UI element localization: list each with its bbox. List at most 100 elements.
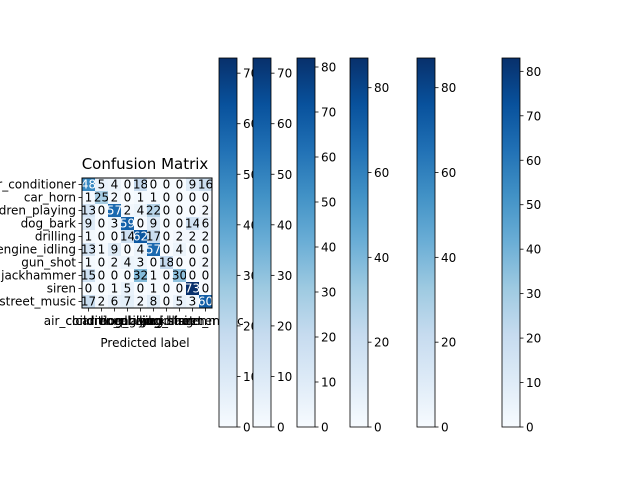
colorbar-tick-label: 30 [321,286,336,300]
cell-value-label: 3 [189,295,197,309]
colorbar-tick-label: 0 [441,421,449,435]
cell-value-label: 1 [85,230,93,244]
y-tick-label: street_music [0,295,76,309]
colorbar-tick-label: 40 [374,251,389,265]
cell-value-label: 2 [176,230,184,244]
cell-value-label: 1 [150,269,158,283]
cell-value-label: 0 [111,269,119,283]
colorbar-tick-label: 0 [243,421,251,435]
cell-value-label: 59 [120,217,135,231]
colorbar-tick-label: 60 [321,151,336,165]
cell-value-label: 9 [111,243,119,257]
colorbar-tick-label: 0 [374,421,382,435]
colorbar-tick-label: 40 [441,251,456,265]
colorbar-tick-label: 10 [277,370,292,384]
cell-value-label: 0 [150,178,158,192]
cell-value-label: 0 [98,282,106,296]
colorbar-gradient [417,58,435,427]
colorbar-tick-label: 60 [526,154,541,168]
x-tick-labels: air_conditionercar_hornchildren_playingd… [44,308,244,328]
colorbar-tick-label: 10 [321,376,336,390]
colorbar-tick-label: 30 [526,287,541,301]
cell-value-label: 7 [124,295,132,309]
cell-value-label: 0 [111,230,119,244]
colorbar-gradient [219,58,237,427]
cell-value-label: 17 [146,230,161,244]
colorbar-tick-label: 70 [526,109,541,123]
colorbar-gradient [502,58,520,427]
colorbar-tick-label: 40 [321,241,336,255]
cell-value-label: 4 [137,243,145,257]
colorbar-gradient [350,58,368,427]
cell-value-label: 5 [98,178,106,192]
colorbar: 01020304050607080 [502,58,541,435]
cell-value-label: 0 [176,217,184,231]
cell-value-label: 48 [81,178,96,192]
colorbar-gradient [297,58,315,427]
colorbar-tick-label: 30 [277,269,292,283]
cell-value-label: 4 [137,204,145,218]
cell-value-label: 4 [176,243,184,257]
cell-value-label: 0 [202,243,210,257]
colorbar-tick-label: 60 [277,117,292,131]
cell-value-label: 0 [189,191,197,205]
y-tick-label: gun_shot [21,256,76,270]
cell-value-label: 25 [94,191,109,205]
cell-value-label: 0 [202,191,210,205]
cell-value-label: 9 [189,178,197,192]
cell-value-label: 8 [150,295,158,309]
cell-value-label: 0 [98,269,106,283]
cell-value-label: 0 [163,217,171,231]
cell-value-label: 3 [111,217,119,231]
cell-value-label: 0 [85,282,93,296]
cell-value-label: 57 [107,204,122,218]
cell-value-label: 0 [189,269,197,283]
cell-value-label: 0 [163,269,171,283]
cell-value-label: 0 [98,204,106,218]
colorbar-tick-label: 60 [374,166,389,180]
cell-value-label: 0 [189,256,197,270]
y-tick-label: air_conditioner [0,178,76,192]
cell-value-label: 2 [111,191,119,205]
cell-value-label: 1 [111,282,119,296]
cell-value-label: 0 [202,282,210,296]
colorbar-tick-label: 20 [277,319,292,333]
colorbar-tick-label: 80 [441,81,456,95]
cell-value-label: 32 [133,269,148,283]
cell-value-label: 0 [98,256,106,270]
cell-value-label: 0 [163,243,171,257]
colorbar-tick-label: 0 [526,421,534,435]
cell-value-label: 2 [189,230,197,244]
colorbar-tick-label: 10 [526,376,541,390]
cell-value-label: 0 [98,230,106,244]
colorbar-tick-label: 50 [321,196,336,210]
cell-value-label: 0 [150,256,158,270]
cell-value-label: 2 [124,204,132,218]
heatmap-cells: 48 5 4 0 18 0 0 0 9 161 25 2 0 1 1 0 0 0 013 0 57 2 4 22 0 0 0 29 0 3… [81,178,213,309]
colorbar: 0 10 20 30 40 50 60 70 [253,58,292,435]
cell-value-label: 22 [146,204,161,218]
cell-value-label: 18 [133,178,148,192]
y-tick-label: car_horn [24,191,76,205]
colorbar-tick-label: 40 [277,218,292,232]
cell-value-label: 0 [163,295,171,309]
cell-value-label: 60 [198,295,213,309]
cell-value-label: 0 [176,256,184,270]
colorbar: 0 10 20 30 40 50 60 70 [219,58,258,435]
cell-value-label: 2 [202,256,210,270]
cell-value-label: 0 [176,191,184,205]
cell-value-label: 2 [202,230,210,244]
cell-value-label: 17 [81,295,96,309]
cell-value-label: 0 [202,269,210,283]
cell-value-label: 2 [111,256,119,270]
cell-value-label: 0 [137,282,145,296]
cell-value-label: 1 [150,191,158,205]
y-tick-labels: air_conditionercar_hornchildren_playingd… [0,178,82,309]
y-tick-label: siren [47,282,76,296]
colorbar-tick-label: 80 [526,65,541,79]
cell-value-label: 4 [124,256,132,270]
cell-value-label: 0 [176,204,184,218]
cell-value-label: 6 [111,295,119,309]
cell-value-label: 5 [176,295,184,309]
